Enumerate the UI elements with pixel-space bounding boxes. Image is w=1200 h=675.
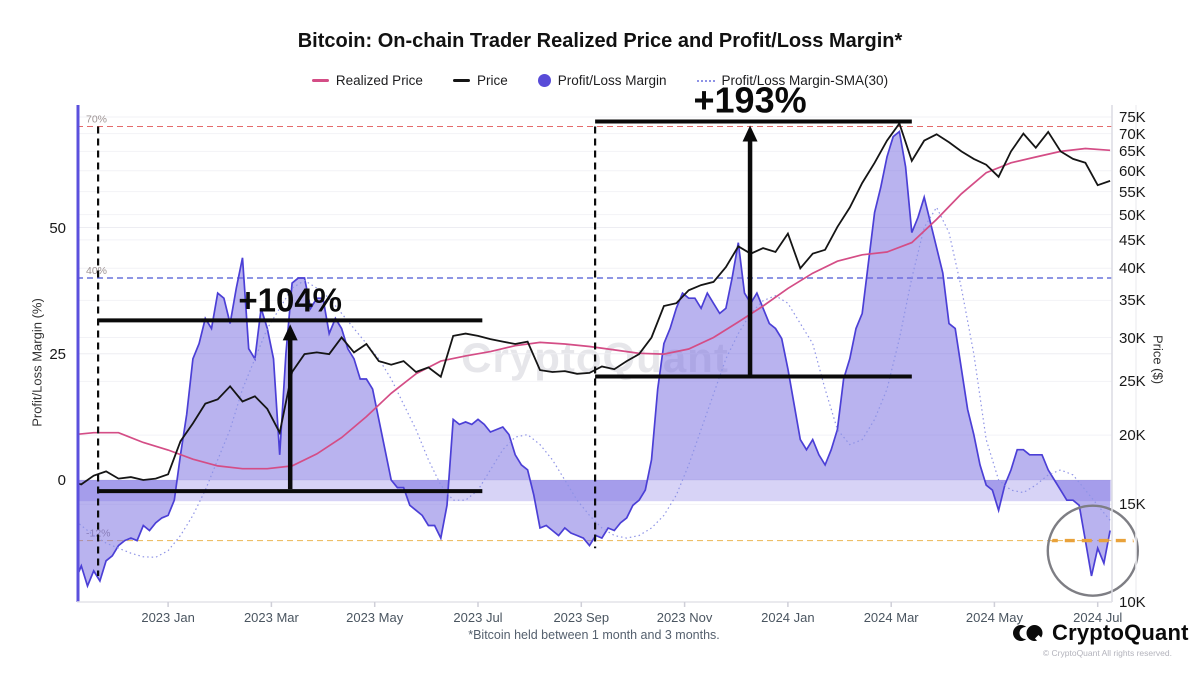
footnote: *Bitcoin held between 1 month and 3 mont… — [468, 628, 720, 642]
legend-label: Realized Price — [335, 73, 423, 88]
y-left-tick: 0 — [57, 472, 66, 489]
svg-text:+104%: +104% — [238, 281, 342, 318]
x-tick: 2023 Mar — [243, 610, 299, 625]
x-tick: 2023 Nov — [656, 610, 713, 625]
y-right-tick: 55K — [1119, 183, 1146, 201]
y-right-tick: 35K — [1119, 292, 1146, 310]
legend-item-realized-price[interactable]: Realized Price — [311, 73, 423, 88]
legend-item-profit-loss-margin-sma-30-[interactable]: Profit/Loss Margin-SMA(30) — [696, 73, 889, 88]
legend-line-swatch — [311, 79, 329, 82]
legend-line-swatch — [696, 79, 715, 82]
y-right-tick: 20K — [1119, 427, 1146, 445]
y-left-tick: 25 — [49, 345, 66, 363]
brand-copyright: © CryptoQuant All rights reserved. — [1042, 648, 1172, 658]
y-right-tick: 70K — [1119, 125, 1146, 143]
y-right-tick: 25K — [1119, 373, 1146, 391]
legend-label: Price — [476, 73, 508, 88]
x-tick: 2023 May — [346, 610, 404, 625]
y-right-tick: 65K — [1119, 143, 1146, 161]
x-tick: 2024 May — [965, 610, 1023, 625]
legend-label: Profit/Loss Margin-SMA(30) — [721, 73, 889, 88]
x-tick: 2023 Jan — [141, 610, 195, 625]
cryptoquant-logo-icon — [1013, 625, 1043, 643]
svg-text:70%: 70% — [86, 114, 107, 126]
brand-name: CryptoQuant — [1052, 620, 1189, 645]
legend: Realized Price Price Profit/Loss Margin Pro… — [0, 73, 1200, 88]
y-right-tick: 60K — [1119, 162, 1146, 180]
x-tick: 2024 Jan — [761, 610, 815, 625]
y-right-tick: 30K — [1119, 329, 1146, 347]
x-tick: 2024 Jul — [1073, 610, 1123, 625]
legend-item-price[interactable]: Price — [452, 73, 508, 88]
y-left-tick: 50 — [49, 219, 66, 237]
x-tick: 2023 Sep — [553, 610, 610, 625]
svg-text:+193%: +193% — [694, 79, 807, 120]
y-right-tick: 50K — [1119, 206, 1146, 224]
brand: CryptoQuant — [1012, 620, 1189, 646]
svg-text:40%: 40% — [86, 265, 107, 277]
legend-item-profit-loss-margin[interactable]: Profit/Loss Margin — [537, 73, 667, 88]
x-tick: 2023 Jul — [453, 610, 503, 625]
chart-title: Bitcoin: On-chain Trader Realized Price … — [297, 30, 903, 52]
y-right-tick: 40K — [1119, 260, 1146, 278]
y-right-tick: 75K — [1119, 108, 1146, 126]
x-tick: 2024 Mar — [863, 610, 919, 625]
y-right-tick: 15K — [1119, 496, 1146, 514]
legend-line-swatch — [452, 79, 470, 82]
legend-label: Profit/Loss Margin — [557, 73, 667, 88]
legend-dot-swatch — [537, 74, 551, 87]
y-right-tick: 45K — [1119, 231, 1146, 249]
y-right-tick: 10K — [1119, 594, 1146, 611]
